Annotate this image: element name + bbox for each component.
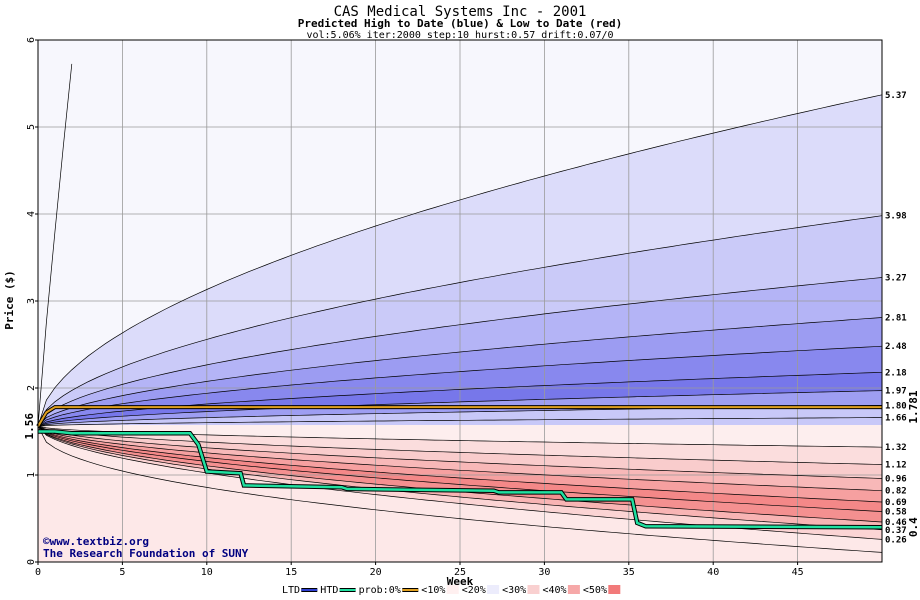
percentile-curve: [37, 425, 883, 479]
curve-end-labels: 5.37 3.98 3.27 2.81 2.48 2.18 1.97 1.80 1.66 1.32…: [885, 91, 907, 546]
x-tick-label: 5: [119, 567, 125, 578]
credit-organization: The Research Foundation of SUNY: [43, 547, 249, 560]
current-price-label: 1.781: [907, 390, 920, 423]
x-tick-label: 25: [454, 567, 466, 578]
curve-end-label: 2.18: [885, 368, 907, 378]
curve-end-label: 1.12: [885, 461, 907, 471]
curve-end-label: 5.37: [885, 91, 907, 101]
legend-swatch: [567, 585, 580, 594]
curve-end-label: 2.81: [885, 314, 907, 324]
chart-subtitle: Predicted High to Date (blue) & Low to D…: [298, 17, 623, 30]
x-tick-label: 35: [623, 567, 635, 578]
percentile-curve: [37, 277, 883, 427]
legend-swatch: [446, 585, 459, 594]
htd-final-label: 0.4: [907, 517, 920, 537]
percentile-curves: [37, 63, 883, 553]
curve-end-label: 0.26: [885, 535, 907, 545]
legend-label: LTD: [282, 585, 300, 596]
y-tick-label: 4: [26, 211, 37, 217]
percentile-curve: [37, 345, 883, 427]
curve-end-label: 0.69: [885, 498, 907, 508]
percentile-curve: [37, 94, 883, 427]
legend-label: <30%: [502, 585, 526, 596]
percentile-curve: [37, 390, 883, 427]
extreme-lower-curve: [37, 426, 883, 553]
percentile-curve: [37, 426, 883, 503]
y-tick-label: 6: [26, 37, 37, 43]
legend-label: <50%: [583, 585, 607, 596]
price-series: [36, 405, 883, 530]
x-tick-label: 15: [285, 567, 297, 578]
lower-band: [38, 426, 882, 502]
legend-label: HTD: [320, 585, 338, 596]
curve-end-label: 0.58: [885, 508, 907, 518]
legend-label: <10%: [421, 585, 445, 596]
upper-band: [38, 40, 882, 427]
credit-website: ©www.textbiz.org: [43, 535, 149, 548]
curve-end-label: 0.37: [885, 526, 907, 536]
percentile-curve: [37, 426, 883, 531]
current-price-line: [37, 406, 882, 427]
curve-end-label: 1.80: [885, 401, 907, 411]
y-tick-label: 3: [26, 298, 37, 304]
legend-swatch: [608, 585, 621, 594]
curve-end-label: 0.96: [885, 474, 907, 484]
chart-title: CAS Medical Systems Inc - 2001: [334, 4, 587, 20]
curve-end-label: 3.27: [885, 274, 907, 284]
legend: LTD HTD prob:0% <10% <20% <30% <40% <50%: [282, 585, 621, 596]
x-tick-label: 45: [792, 567, 804, 578]
percentile-curve: [37, 417, 882, 427]
curve-end-label: 1.32: [885, 443, 907, 453]
percentile-curve: [37, 426, 883, 512]
curve-end-label: 2.48: [885, 342, 907, 352]
legend-label: <20%: [462, 585, 486, 596]
legend-swatch: [527, 585, 540, 594]
percentile-curve: [37, 425, 883, 465]
y-axis-label: Price ($): [3, 270, 16, 330]
x-tick-label: 10: [201, 567, 213, 578]
legend-swatch: [487, 585, 500, 594]
legend-label: <40%: [543, 585, 567, 596]
extreme-upper-curve: [37, 63, 73, 427]
x-tick-label: 20: [370, 567, 382, 578]
curve-end-label: 1.97: [885, 387, 907, 397]
htd-line: [38, 430, 883, 529]
grid-lines: [38, 40, 882, 562]
upper-band: [38, 317, 882, 427]
x-axis-label: Week: [447, 575, 474, 588]
curve-end-label: 0.46: [885, 518, 907, 528]
x-tick-label: 40: [707, 567, 719, 578]
legend-label: prob:0%: [359, 585, 401, 596]
y-tick-label: 5: [26, 124, 37, 130]
chart-params: vol:5.06% iter:2000 step:10 hurst:0.57 d…: [306, 30, 613, 41]
start-price-label: 1.56: [23, 413, 36, 440]
y-tick-label: 0: [26, 559, 37, 565]
percentile-curve: [37, 215, 883, 427]
percentile-curve: [37, 426, 883, 492]
y-tick-label: 2: [26, 385, 37, 391]
y-tick-label: 1: [26, 472, 37, 478]
curve-end-label: 0.82: [885, 487, 907, 497]
curve-end-label: 1.66: [885, 414, 907, 424]
curve-end-label: 3.98: [885, 212, 907, 222]
percentile-curve: [37, 317, 883, 427]
x-tick-label: 0: [35, 567, 41, 578]
x-tick-label: 30: [538, 567, 550, 578]
